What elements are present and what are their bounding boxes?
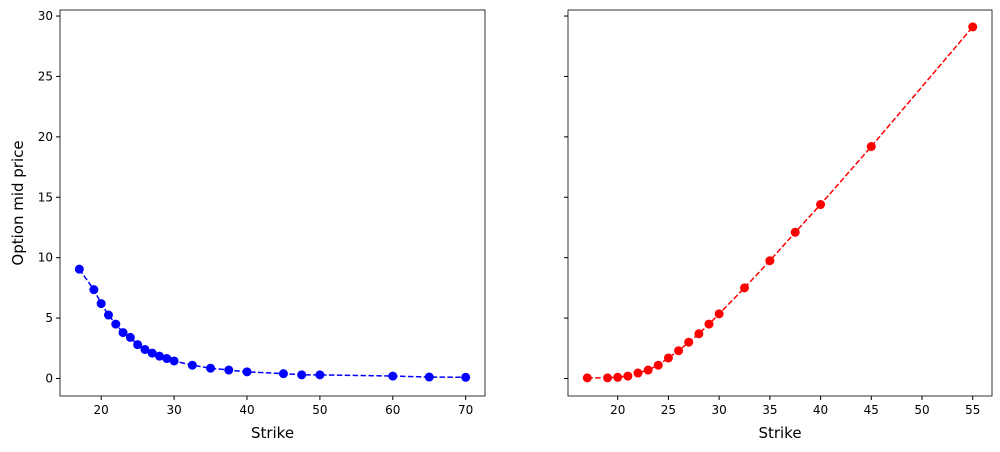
marker — [790, 227, 800, 237]
marker — [461, 372, 471, 382]
x-tick-label: 40 — [239, 403, 254, 417]
x-tick-label: 20 — [94, 403, 109, 417]
marker — [623, 371, 633, 381]
marker — [582, 373, 592, 383]
y-axis-label: Option mid price — [9, 140, 27, 265]
marker — [206, 363, 216, 373]
series-line — [78, 268, 466, 379]
marker — [169, 356, 179, 366]
x-axis-label: Strike — [758, 424, 801, 442]
marker — [297, 370, 307, 380]
y-tick-label: 25 — [38, 69, 53, 83]
x-tick-label: 25 — [661, 403, 676, 417]
y-tick-label: 5 — [45, 311, 53, 325]
marker — [694, 329, 704, 339]
x-tick-label: 50 — [914, 403, 929, 417]
x-tick-label: 30 — [166, 403, 181, 417]
y-tick-label: 30 — [38, 9, 53, 23]
y-tick-label: 10 — [38, 251, 53, 265]
x-tick-label: 35 — [762, 403, 777, 417]
marker — [388, 371, 398, 381]
marker — [89, 285, 99, 295]
marker — [816, 200, 826, 210]
marker — [125, 332, 135, 342]
marker — [765, 256, 775, 266]
marker — [674, 346, 684, 356]
marker — [224, 365, 234, 375]
marker — [684, 337, 694, 347]
marker — [278, 369, 288, 379]
axes-frame — [567, 9, 993, 397]
marker — [133, 340, 143, 350]
marker — [162, 354, 172, 364]
series-line — [587, 26, 974, 379]
marker — [866, 142, 876, 152]
marker — [118, 328, 128, 338]
x-tick-label: 30 — [711, 403, 726, 417]
y-tick-label: 20 — [38, 130, 53, 144]
marker — [633, 368, 643, 378]
x-tick-label: 55 — [965, 403, 980, 417]
axes-frame — [59, 9, 486, 397]
marker — [704, 319, 714, 329]
marker — [103, 310, 113, 320]
y-tick-label: 0 — [45, 371, 53, 385]
marker — [187, 360, 197, 370]
y-tick-label: 15 — [38, 190, 53, 204]
x-tick-label: 20 — [610, 403, 625, 417]
marker — [653, 360, 663, 370]
marker — [613, 372, 623, 382]
marker — [714, 309, 724, 319]
marker — [968, 22, 978, 32]
marker — [643, 365, 653, 375]
marker — [111, 319, 121, 329]
x-tick-label: 40 — [813, 403, 828, 417]
marker — [74, 264, 84, 274]
marker — [603, 373, 613, 383]
marker — [147, 348, 157, 358]
x-tick-label: 50 — [312, 403, 327, 417]
marker — [96, 299, 106, 309]
marker — [663, 353, 673, 363]
marker — [424, 372, 434, 382]
marker — [140, 344, 150, 354]
x-axis-label: Strike — [251, 424, 294, 442]
marker — [315, 370, 325, 380]
x-tick-label: 45 — [864, 403, 879, 417]
marker — [155, 351, 165, 361]
x-tick-label: 70 — [458, 403, 473, 417]
marker — [242, 367, 252, 377]
x-tick-label: 60 — [385, 403, 400, 417]
marker — [739, 283, 749, 293]
